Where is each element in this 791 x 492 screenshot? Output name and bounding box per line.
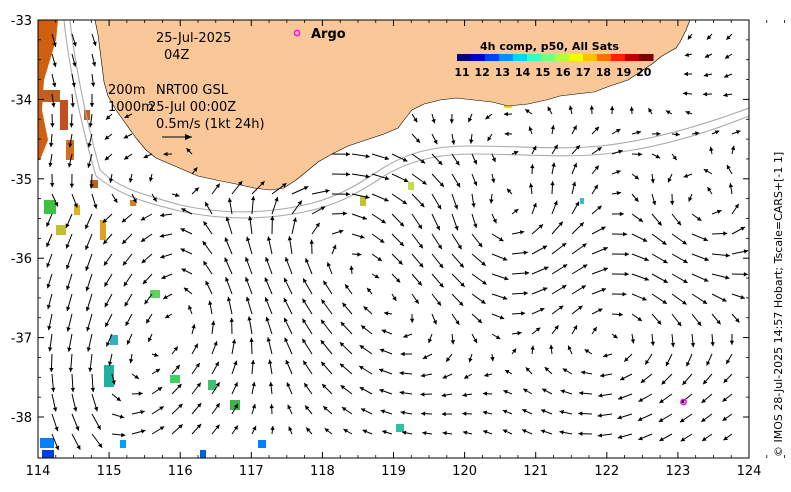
currents-time-label: 25-Jul 00:00Z [148, 100, 236, 115]
y-tick-label: -37 [11, 332, 32, 347]
x-tick-label: 114 [26, 464, 51, 479]
colorbar-label: 19 [616, 66, 631, 79]
colorbar-label: 15 [535, 66, 550, 79]
x-tick-label: 116 [168, 464, 193, 479]
x-tick-label: 121 [523, 464, 548, 479]
y-tick-label: -36 [11, 252, 32, 267]
colorbar-swatches [457, 54, 654, 61]
y-tick-label: -34 [11, 93, 32, 108]
y-tick-label: -38 [11, 411, 32, 426]
x-tick-label: 123 [665, 464, 690, 479]
colorbar-label: 13 [495, 66, 510, 79]
colorbar-swatch [527, 54, 542, 61]
date-label: 25-Jul-2025 [156, 31, 231, 46]
colorbar-labels: 11 12 13 14 15 16 17 18 19 20 [454, 66, 651, 79]
y-tick-label: -35 [11, 173, 32, 188]
colorbar-swatch [457, 54, 472, 61]
colorbar-label: 12 [475, 66, 490, 79]
colorbar-label: 20 [636, 66, 652, 79]
argo-float-marker [680, 398, 687, 406]
colorbar-swatch [611, 54, 626, 61]
colorbar-label: 16 [555, 66, 571, 79]
scale-arrow [162, 134, 192, 140]
x-tick-label: 117 [239, 464, 264, 479]
x-tick-label: 120 [452, 464, 477, 479]
colorbar-title: 4h comp, p50, All Sats [480, 40, 619, 53]
x-tick-label: 115 [97, 464, 122, 479]
scale-label: 0.5m/s (1kt 24h) [156, 117, 265, 132]
colorbar-swatch [569, 54, 584, 61]
x-tick-label: 122 [594, 464, 619, 479]
colorbar-swatch [597, 54, 612, 61]
y-tick-label: -33 [11, 14, 32, 29]
argo-label: Argo [311, 27, 346, 42]
colorbar-swatch [485, 54, 500, 61]
x-tick-label: 119 [381, 464, 406, 479]
argo-legend-icon [293, 29, 301, 37]
sst-colorbar: 4h comp, p50, All Sats 11 12 13 14 15 16 17 18 1… [454, 40, 654, 79]
time-label: 04Z [164, 48, 190, 63]
x-tick-label: 118 [310, 464, 335, 479]
product-label: NRT00 GSL [156, 83, 229, 98]
map-plot-area [38, 20, 749, 458]
x-axis: 114115116117118119120121122123124125 [26, 20, 785, 479]
colorbar-label: 18 [596, 66, 611, 79]
y-axis: -33 -34 -35 -36 -37 -38 [11, 14, 749, 426]
colorbar-swatch [541, 54, 556, 61]
coastline [94, 20, 691, 191]
colorbar-label: 17 [576, 66, 591, 79]
colorbar-swatch [499, 54, 514, 61]
colorbar-swatch [555, 54, 570, 61]
colorbar-label: 11 [454, 66, 469, 79]
colorbar-swatch [513, 54, 528, 61]
colorbar-swatch [639, 54, 654, 61]
isobath-label: 1000m [108, 100, 154, 115]
colorbar-swatch [471, 54, 486, 61]
colorbar-swatch [625, 54, 640, 61]
argo-floats [680, 398, 687, 406]
colorbar-label: 14 [515, 66, 531, 79]
isobaths [63, 20, 749, 219]
depth-label: 200m [108, 83, 145, 98]
colorbar-swatch [583, 54, 598, 61]
x-tick-label: 124 [737, 464, 762, 479]
credit-text: © IMOS 28-Jul-2025 14:57 Hobart; Tscale=… [772, 152, 785, 457]
